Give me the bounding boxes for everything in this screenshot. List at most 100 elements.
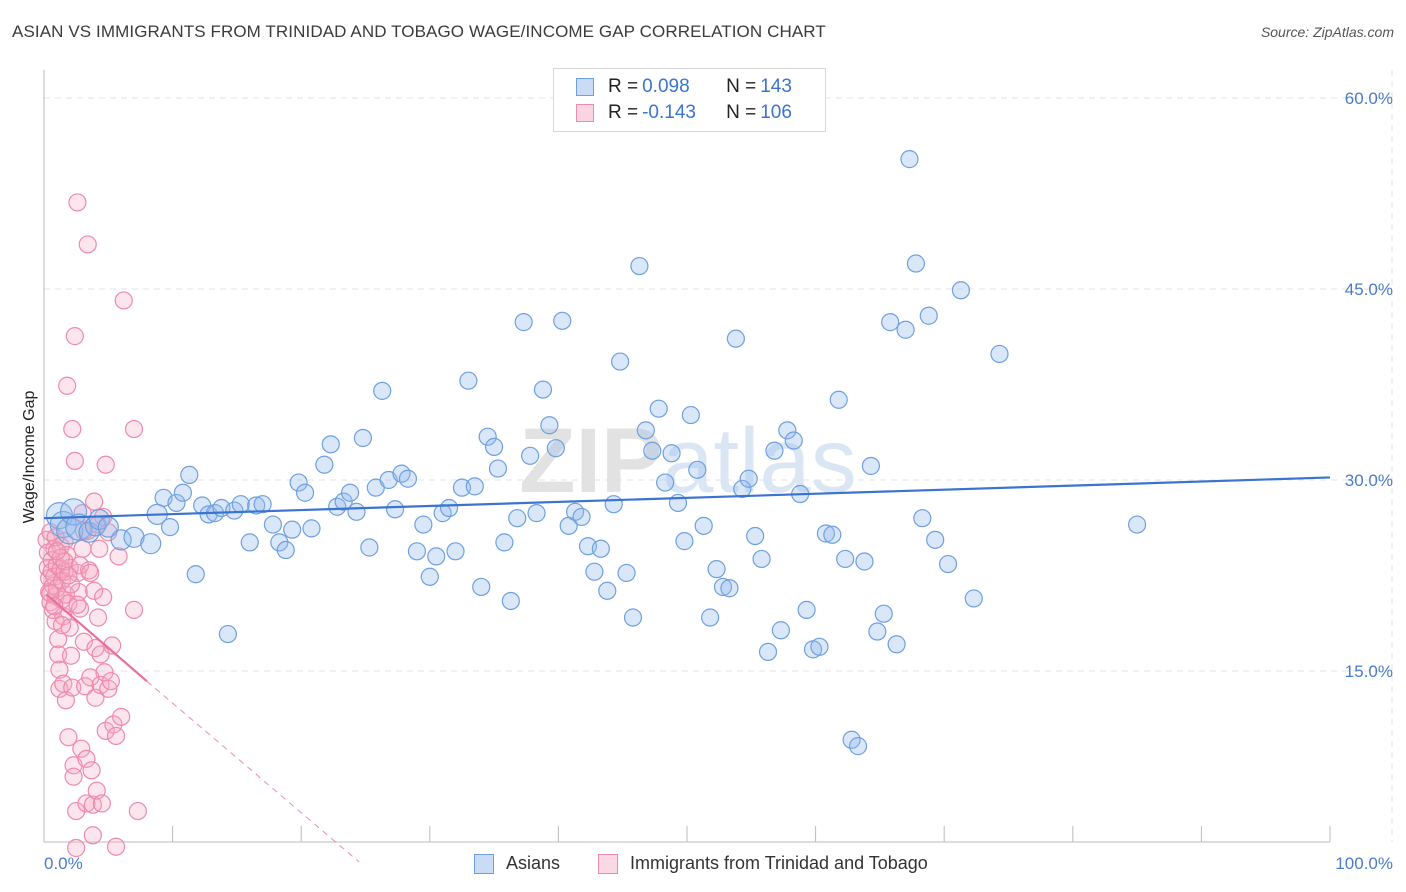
asians-point: [784, 431, 803, 450]
immigrants-point: [68, 595, 87, 614]
legend-swatch-pink: [598, 853, 618, 874]
asians-point: [289, 473, 308, 492]
immigrants-point: [45, 596, 64, 616]
asians-point: [694, 516, 713, 535]
legend-item-immigrants[interactable]: Immigrants from Trinidad and Tobago: [598, 853, 928, 874]
legend-label-immigrants: Immigrants from Trinidad and Tobago: [630, 853, 928, 873]
immigrants-point: [82, 761, 101, 780]
asians-point: [611, 352, 630, 371]
series-immigrants-points: [37, 193, 147, 858]
asians-point: [591, 539, 610, 558]
asians-point: [385, 500, 405, 519]
immigrants-point: [70, 556, 90, 575]
immigrants-point: [64, 767, 83, 786]
asians-point: [527, 504, 546, 523]
asians-point: [65, 513, 93, 541]
asians-point: [707, 560, 726, 579]
legend-label-asians: Asians: [506, 853, 561, 873]
asians-point: [347, 502, 366, 521]
r-value: -0.143: [642, 102, 696, 123]
immigrants-point: [124, 600, 144, 619]
immigrants-point: [67, 838, 86, 858]
stats-legend: R = 0.098 N = 143 R = -0.143 N = 106: [553, 68, 826, 132]
immigrants-point: [72, 739, 91, 758]
asians-point: [906, 254, 926, 273]
asians-point: [452, 478, 472, 497]
asians-point: [778, 421, 797, 440]
asians-point: [270, 533, 289, 552]
asians-point: [896, 320, 915, 339]
asians-point: [485, 437, 504, 456]
legend-swatch-blue: [576, 78, 594, 96]
asians-point: [990, 344, 1009, 364]
y-tick-label: 15.0%: [1345, 662, 1393, 681]
asians-point: [572, 507, 591, 527]
asians-point: [881, 313, 900, 332]
immigrants-point: [58, 376, 77, 395]
asians-point: [771, 621, 790, 640]
asians-point: [353, 428, 373, 448]
immigrants-point: [52, 616, 72, 635]
asians-point: [321, 435, 340, 454]
asians-point: [713, 577, 733, 597]
n-label: N =: [726, 76, 757, 97]
asians-point: [630, 256, 649, 276]
stats-row-immigrants: R = -0.143 N = 106: [576, 100, 792, 126]
immigrants-point: [63, 678, 82, 697]
asians-point: [373, 381, 392, 400]
asians-point: [675, 532, 694, 551]
immigrants-point: [74, 632, 93, 651]
asians-point: [868, 622, 887, 641]
asians-point: [180, 465, 199, 485]
asians-point: [739, 469, 758, 488]
asians-point: [88, 508, 110, 531]
asians-point: [231, 495, 250, 514]
immigrants-point: [59, 728, 78, 747]
asians-point: [465, 477, 484, 496]
asians-point: [472, 577, 491, 597]
immigrants-point: [77, 794, 96, 813]
asians-point: [855, 552, 874, 571]
asians-point: [427, 547, 446, 566]
immigrants-point: [92, 794, 111, 813]
immigrants-point: [49, 645, 68, 664]
asians-point: [656, 473, 675, 492]
asians-point: [407, 542, 427, 561]
immigrants-point: [68, 193, 87, 212]
asians-point: [420, 567, 439, 586]
asians-point: [360, 538, 379, 557]
asians-trend-line: [43, 476, 1331, 520]
asians-point: [253, 495, 272, 514]
immigrants-point: [59, 566, 78, 585]
asians-point: [263, 515, 283, 534]
asians-point: [585, 562, 604, 581]
n-value: 106: [760, 102, 792, 123]
asians-point: [623, 608, 643, 627]
chart-title: ASIAN VS IMMIGRANTS FROM TRINIDAD AND TO…: [12, 22, 826, 41]
asians-point: [836, 549, 855, 569]
tick-labels: 15.0% 30.0% 45.0% 60.0% 0.0% 100.0%: [44, 89, 1393, 873]
immigrants-point: [103, 636, 122, 655]
immigrants-point: [88, 608, 108, 627]
immigrants-point: [81, 563, 100, 583]
immigrants-point: [47, 542, 66, 561]
asians-point: [546, 439, 565, 458]
asians-point: [302, 519, 321, 538]
asians-point: [913, 509, 932, 528]
immigrants-point: [90, 539, 109, 558]
asians-point: [701, 608, 720, 627]
immigrants-point: [76, 677, 95, 696]
n-label: N =: [726, 102, 757, 123]
legend-swatch-pink: [576, 104, 594, 122]
asians-point: [951, 281, 971, 300]
immigrants-point: [124, 419, 144, 439]
immigrants-point: [67, 801, 86, 821]
asians-point: [186, 565, 205, 584]
asians-point: [521, 446, 540, 465]
y-tick-label: 45.0%: [1345, 280, 1393, 299]
asians-point: [247, 496, 266, 515]
series-asians-points: [45, 150, 1147, 756]
legend-item-asians[interactable]: Asians: [474, 853, 560, 874]
x-tick-label: 100.0%: [1335, 854, 1393, 873]
